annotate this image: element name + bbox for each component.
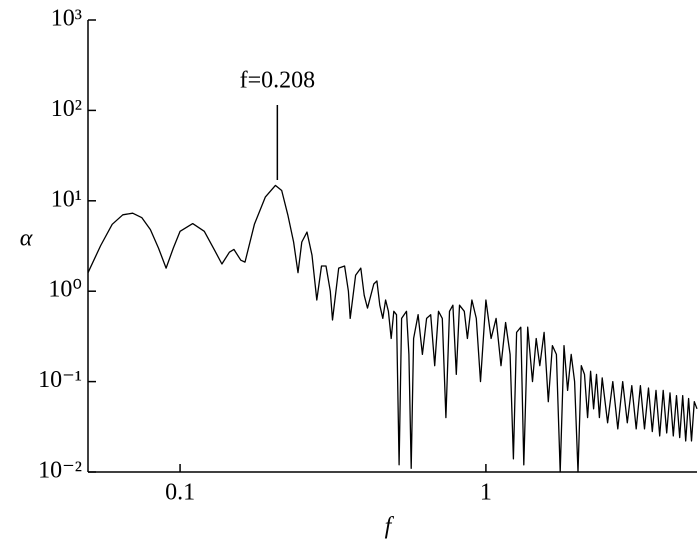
y-axis-label: α (20, 226, 33, 252)
y-tick-label: 10⁰ (48, 277, 82, 303)
x-tick-label: 1 (480, 480, 492, 506)
y-tick-label: 10⁻² (38, 458, 82, 484)
x-axis-label: f (385, 514, 395, 540)
annotation-text: f=0.208 (240, 68, 316, 94)
x-tick-label: 0.1 (165, 480, 195, 506)
y-tick-label: 10² (51, 96, 82, 122)
y-tick-label: 10³ (51, 6, 82, 32)
y-tick-label: 10¹ (51, 186, 82, 212)
y-tick-label: 10⁻¹ (38, 367, 82, 393)
spectrum-line (87, 184, 698, 473)
